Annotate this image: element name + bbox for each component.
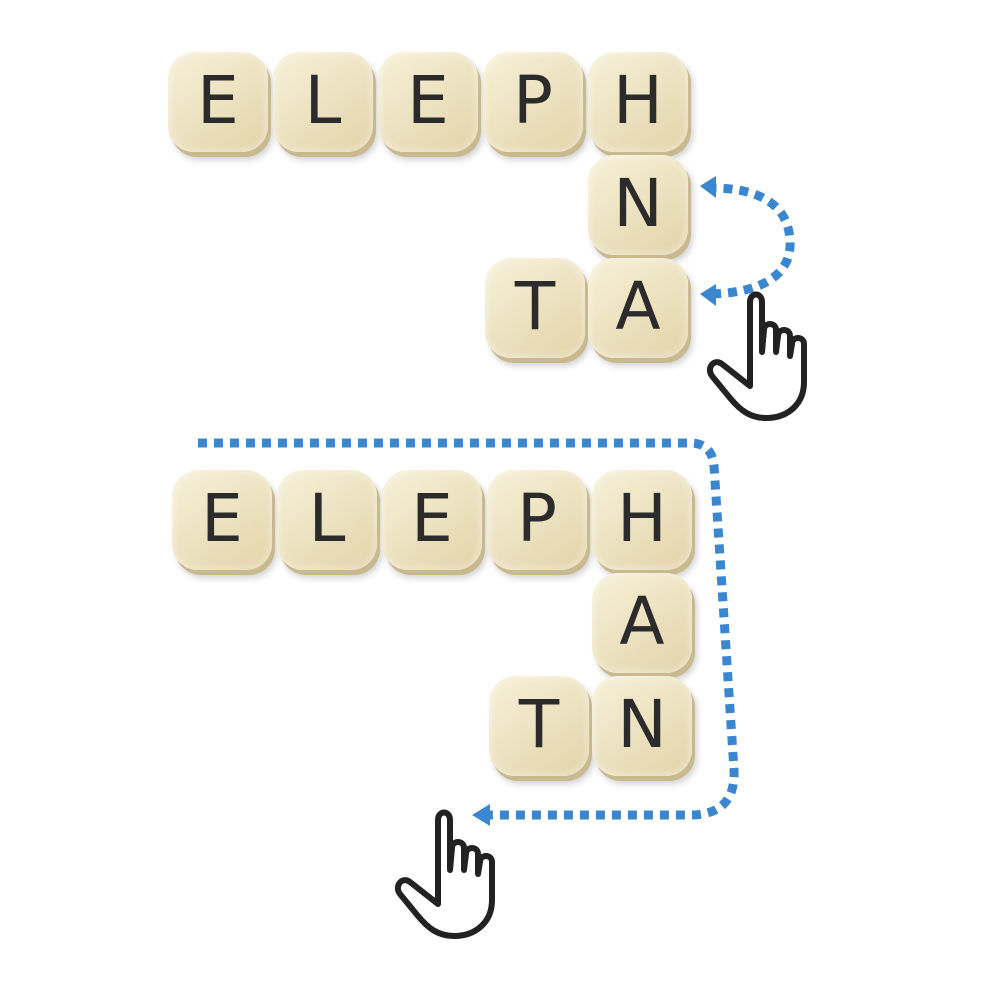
letter-tile[interactable]: L xyxy=(277,470,377,570)
pointing-hand-icon xyxy=(394,809,495,939)
tile-letter: H xyxy=(613,62,663,139)
tile-letter: A xyxy=(619,583,665,660)
tile-letter: E xyxy=(201,480,243,557)
swap-arrow-path xyxy=(711,183,795,299)
letter-tile[interactable]: P xyxy=(483,52,583,152)
tile-letter: E xyxy=(197,62,239,139)
letter-tile[interactable]: E xyxy=(378,52,478,152)
letter-tile[interactable]: E xyxy=(168,52,268,152)
tile-letter: N xyxy=(613,165,663,242)
tile-letter: A xyxy=(615,268,661,345)
tile-letter: T xyxy=(518,686,560,763)
letter-tile[interactable]: A xyxy=(588,258,688,358)
pointing-hand-icon xyxy=(706,291,807,421)
letter-tile[interactable]: E xyxy=(382,470,482,570)
tile-letter: P xyxy=(513,62,553,139)
tile-letter: T xyxy=(514,268,556,345)
letter-tile[interactable]: H xyxy=(592,470,692,570)
tile-letter: L xyxy=(308,480,346,557)
arrowhead-icon xyxy=(700,176,716,198)
letter-tile[interactable]: N xyxy=(588,155,688,255)
letter-tile[interactable]: T xyxy=(485,258,585,358)
tile-letter: H xyxy=(617,480,667,557)
letter-tile[interactable]: A xyxy=(592,573,692,673)
tile-letter: L xyxy=(304,62,342,139)
letter-tile[interactable]: H xyxy=(588,52,688,152)
tile-letter: E xyxy=(407,62,449,139)
letter-tile[interactable]: E xyxy=(172,470,272,570)
letter-tile[interactable]: N xyxy=(592,676,692,776)
letter-tile[interactable]: P xyxy=(487,470,587,570)
tile-letter: N xyxy=(617,686,667,763)
letter-tile[interactable]: T xyxy=(489,676,589,776)
tile-letter: P xyxy=(517,480,557,557)
tile-letter: E xyxy=(411,480,453,557)
letter-tile[interactable]: L xyxy=(273,52,373,152)
